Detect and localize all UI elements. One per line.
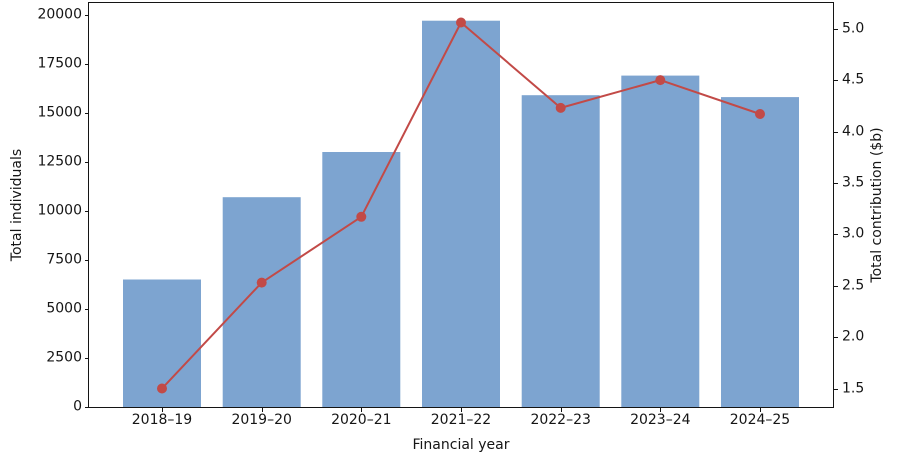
right-y-tick-mark (834, 131, 838, 133)
line-marker-2024–25 (755, 109, 765, 119)
bar-2021–22 (422, 20, 500, 407)
right-y-tick-label: 4.0 (842, 123, 865, 140)
left-y-tick-mark (85, 14, 89, 16)
right-y-tick-mark (834, 182, 838, 184)
line-marker-2020–21 (356, 211, 367, 222)
x-tick-label: 2023–24 (630, 412, 691, 428)
bar-2020–21 (322, 152, 401, 407)
x-tick-label: 2020–21 (331, 412, 392, 428)
x-tick-label: 2021–22 (430, 412, 492, 428)
right-y-tick-label: 2.0 (842, 328, 865, 345)
bar-2023–24 (621, 75, 700, 407)
bar-2024–25 (721, 97, 799, 407)
left-y-tick-mark (85, 63, 89, 65)
x-tick-mark (760, 408, 761, 412)
left-y-tick-mark (85, 407, 89, 408)
left-y-tick-label: 2500 (46, 349, 82, 366)
x-axis-title: Financial year (412, 437, 510, 453)
line-marker-2018–19 (157, 383, 167, 394)
left-y-tick-label: 12500 (37, 153, 82, 170)
right-y-axis-title: Total contribution ($b) (869, 127, 885, 283)
right-y-tick-mark (834, 80, 838, 82)
x-tick-mark (162, 408, 163, 412)
x-tick-mark (660, 408, 662, 412)
line-marker-2022–23 (555, 102, 566, 113)
line-marker-2023–24 (655, 75, 666, 86)
right-y-tick-label: 5.0 (842, 20, 865, 37)
x-tick-mark (461, 408, 462, 412)
left-y-tick-label: 17500 (37, 55, 82, 72)
left-y-tick-mark (85, 358, 89, 359)
left-y-tick-label: 10000 (37, 202, 82, 219)
right-y-tick-mark (834, 337, 838, 339)
x-tick-label: 2019–20 (231, 412, 292, 428)
chart-canvas (123, 17, 799, 407)
right-y-tick-mark (834, 234, 838, 236)
right-y-tick-mark (834, 285, 838, 287)
right-y-tick-label: 3.5 (842, 174, 865, 191)
x-tick-label: 2024–25 (729, 412, 791, 428)
left-y-tick-mark (85, 259, 89, 261)
left-y-axis-title: Total individuals (9, 148, 25, 262)
right-y-tick-label: 3.0 (842, 225, 865, 242)
right-y-tick-label: 4.5 (842, 71, 865, 88)
x-tick-label: 2018–19 (131, 412, 193, 428)
plot-area (88, 2, 834, 408)
left-y-tick-mark (85, 210, 89, 212)
left-y-tick-label: 0 (73, 398, 82, 415)
left-y-tick-label: 5000 (46, 300, 82, 317)
right-y-tick-label: 1.5 (842, 380, 865, 397)
right-y-tick-label: 2.5 (842, 277, 865, 294)
left-y-tick-label: 20000 (37, 6, 82, 23)
x-tick-label: 2022–23 (530, 412, 591, 428)
line-marker-2019–20 (256, 277, 267, 288)
right-y-tick-mark (834, 388, 838, 390)
left-y-tick-mark (85, 308, 89, 310)
left-y-tick-mark (85, 161, 89, 163)
line-marker-2021–22 (456, 17, 466, 28)
bar-2022–23 (521, 95, 600, 407)
bar-2019–20 (222, 197, 301, 407)
right-y-tick-mark (834, 28, 838, 30)
left-y-tick-label: 15000 (37, 104, 82, 121)
left-y-tick-mark (85, 112, 89, 114)
x-tick-mark (361, 408, 363, 412)
left-y-tick-label: 7500 (46, 251, 82, 268)
x-tick-mark (560, 408, 562, 412)
x-tick-mark (261, 408, 263, 412)
